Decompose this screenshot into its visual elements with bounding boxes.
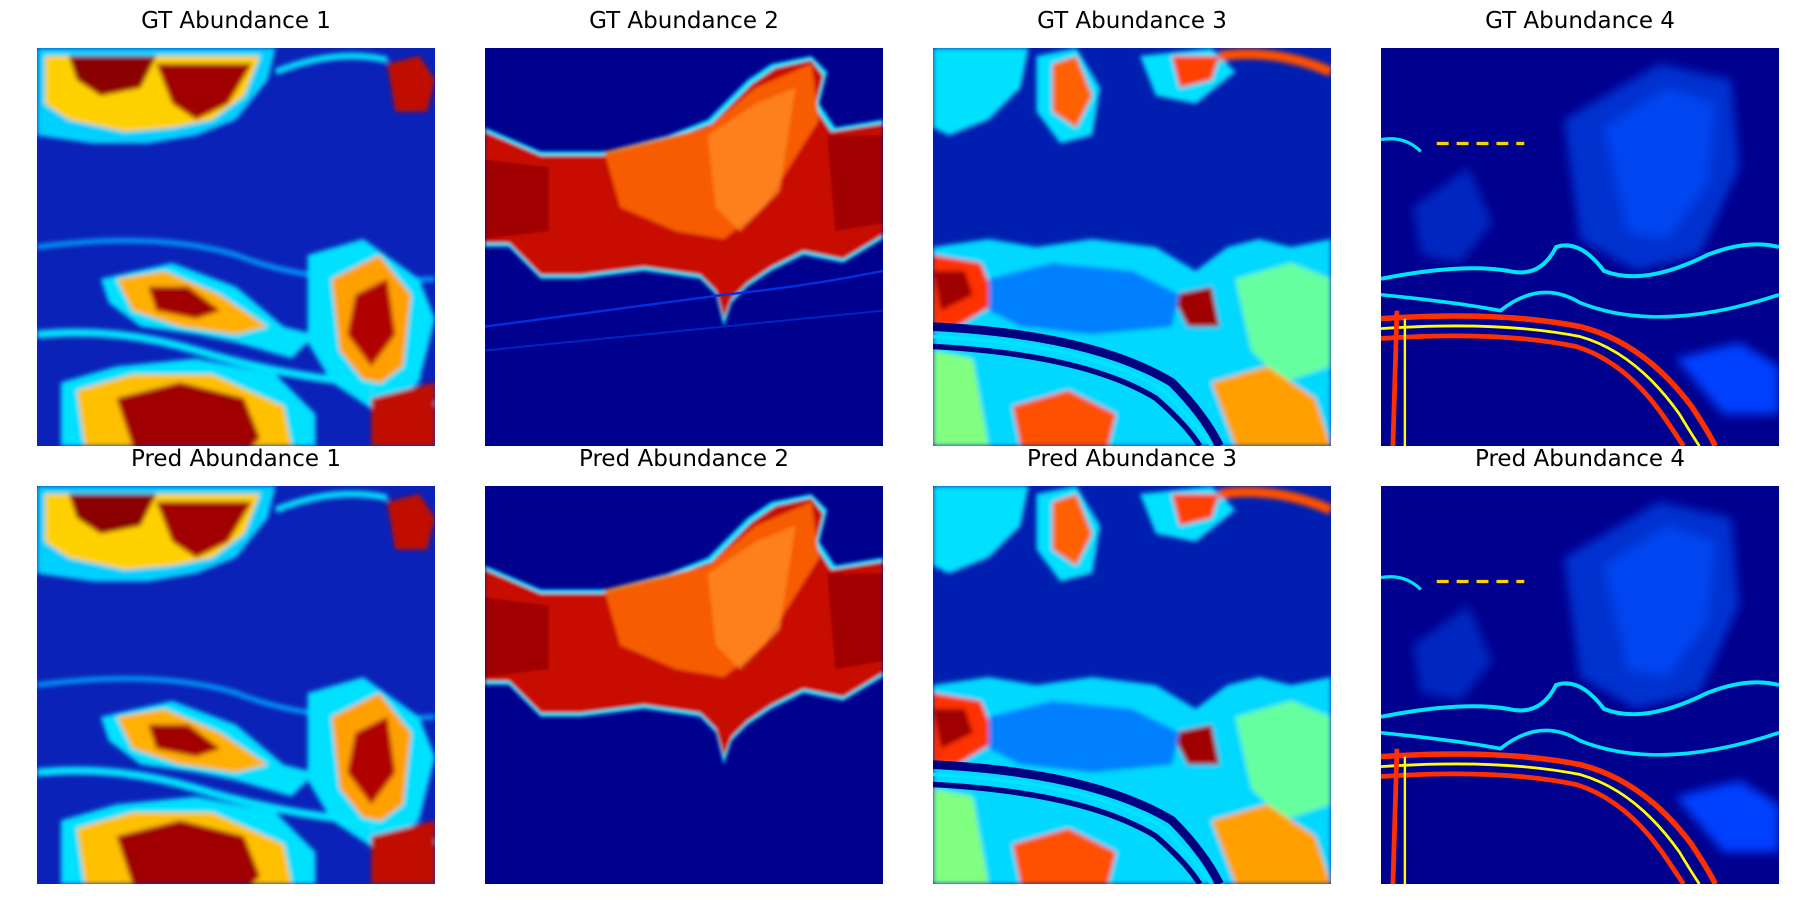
abundance-map-image <box>485 48 883 446</box>
gt-abundance-1-panel: GT Abundance 1 <box>37 8 435 452</box>
abundance-map-image <box>933 486 1331 884</box>
abundance-map-image <box>485 486 883 884</box>
panel-title: GT Abundance 4 <box>1485 8 1675 34</box>
abundance-map-image <box>37 486 435 884</box>
panel-title: Pred Abundance 4 <box>1475 446 1685 472</box>
panel-title: Pred Abundance 3 <box>1027 446 1237 472</box>
gt-abundance-2-panel: GT Abundance 2 <box>485 8 883 452</box>
abundance-map-image <box>37 48 435 446</box>
panel-title: GT Abundance 3 <box>1037 8 1227 34</box>
panel-title: GT Abundance 2 <box>589 8 779 34</box>
pred-abundance-1-panel: Pred Abundance 1 <box>37 446 435 890</box>
abundance-map-image <box>1381 486 1779 884</box>
gt-abundance-3-panel: GT Abundance 3 <box>933 8 1331 452</box>
panel-title: Pred Abundance 2 <box>579 446 789 472</box>
pred-abundance-3-panel: Pred Abundance 3 <box>933 446 1331 890</box>
pred-abundance-4-panel: Pred Abundance 4 <box>1381 446 1779 890</box>
gt-abundance-4-panel: GT Abundance 4 <box>1381 8 1779 452</box>
panel-title: GT Abundance 1 <box>141 8 331 34</box>
abundance-map-image <box>933 48 1331 446</box>
pred-abundance-2-panel: Pred Abundance 2 <box>485 446 883 890</box>
abundance-map-image <box>1381 48 1779 446</box>
panel-title: Pred Abundance 1 <box>131 446 341 472</box>
